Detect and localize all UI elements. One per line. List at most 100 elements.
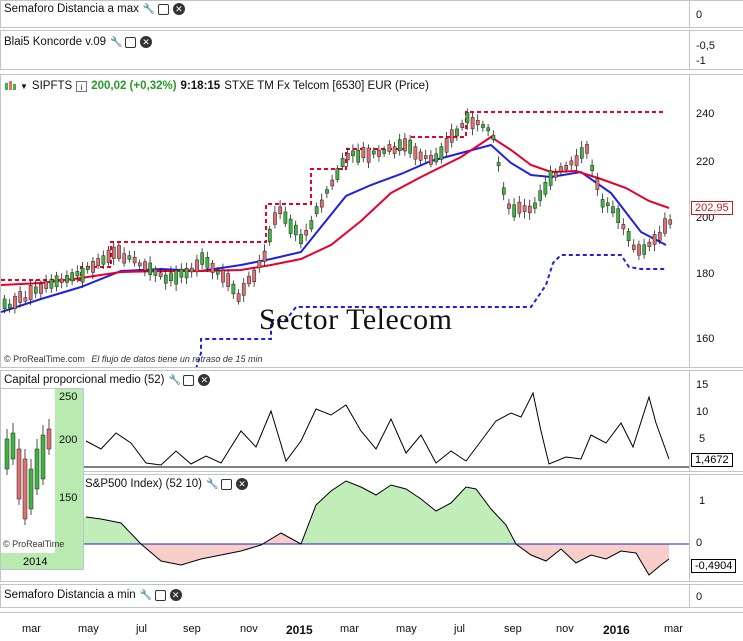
- candle-up: [397, 139, 402, 152]
- panel-semaforo-max: Semaforo Distancia a max 🔧 ✕: [0, 0, 690, 28]
- candle-down: [241, 283, 246, 296]
- panel-title-text: S&P500 Index) (52 10): [85, 478, 202, 490]
- wrench-icon[interactable]: 🔧: [139, 589, 153, 601]
- candle-down: [46, 428, 52, 450]
- candle-down: [262, 250, 267, 262]
- x-tick: nov: [556, 623, 574, 635]
- panel-title: Semaforo Distancia a max 🔧 ✕: [4, 3, 185, 15]
- candle-down: [663, 218, 667, 234]
- axis-semaforo-min: 0: [690, 584, 743, 608]
- candle-down: [444, 138, 449, 153]
- candle-up: [169, 272, 173, 282]
- candle-up: [54, 275, 59, 287]
- candle-up: [335, 168, 340, 180]
- axis-sp500: 1 0 -0,4904: [690, 474, 743, 582]
- candle-down: [403, 138, 407, 152]
- x-tick: nov: [240, 623, 258, 635]
- candle-up: [501, 187, 506, 195]
- window-icon[interactable]: [125, 36, 137, 48]
- candle-down: [361, 147, 366, 159]
- candle-down: [117, 245, 121, 259]
- candle-up: [127, 255, 132, 260]
- candle-up: [184, 268, 189, 279]
- panel-title: Blai5 Koncorde v.09 🔧 ✕: [4, 36, 153, 48]
- candle-down: [137, 262, 142, 267]
- candle-up: [590, 165, 595, 171]
- candle-up: [40, 434, 46, 480]
- candle-up: [543, 181, 548, 195]
- wrench-icon[interactable]: 🔧: [206, 478, 219, 490]
- candle-up: [205, 257, 210, 269]
- window-icon[interactable]: [183, 374, 195, 386]
- candle-down: [210, 262, 215, 273]
- axis-label: 0: [696, 591, 703, 603]
- candle-down: [28, 285, 33, 301]
- panel-title-text: Semaforo Distancia a min: [4, 589, 136, 601]
- inset-year-bar: 2014: [1, 553, 83, 569]
- panel-title: S&P500 Index) (52 10) 🔧 ✕: [85, 478, 248, 490]
- candle-down: [517, 201, 522, 214]
- candle-up: [538, 190, 543, 201]
- panel-semaforo-min: Semaforo Distancia a min 🔧 ✕: [0, 584, 690, 608]
- candle-down: [158, 272, 163, 277]
- x-tick: 2016: [603, 623, 630, 637]
- y-tick: 240: [696, 108, 715, 120]
- candle-down: [652, 234, 657, 245]
- dropdown-arrow-icon[interactable]: ▼: [20, 81, 28, 91]
- panel-title-text: Capital proporcional medio (52): [4, 374, 165, 386]
- y-tick: 250: [59, 391, 78, 403]
- candle-up: [491, 134, 496, 140]
- inset-copyright: © ProRealTime: [3, 539, 65, 549]
- candle-up: [28, 468, 34, 510]
- candle-down: [460, 123, 465, 128]
- wrench-icon[interactable]: 🔧: [110, 36, 123, 48]
- info-icon[interactable]: i: [76, 80, 88, 92]
- close-icon[interactable]: ✕: [236, 478, 248, 490]
- candle-up: [309, 220, 314, 230]
- close-icon[interactable]: ✕: [169, 589, 182, 601]
- candle-down: [195, 259, 199, 273]
- candle-down: [122, 253, 127, 264]
- candle-up: [283, 211, 288, 224]
- window-icon[interactable]: [157, 3, 169, 15]
- candle-down: [13, 295, 17, 309]
- inset-axis-bg: [55, 389, 83, 569]
- panel-blai5: Blai5 Koncorde v.09 🔧 ✕: [0, 30, 690, 70]
- candle-up: [356, 149, 361, 163]
- symbol[interactable]: SIPFTS: [31, 80, 73, 92]
- candle-up: [288, 218, 293, 234]
- candle-down: [304, 230, 309, 236]
- candle-up: [611, 206, 615, 214]
- candle-up: [512, 204, 517, 218]
- close-icon[interactable]: ✕: [172, 3, 185, 15]
- candle-up: [626, 231, 631, 242]
- panel-main-price: ▼ SIPFTS i 200,02 (+0,32%) 9:18:15 STXE …: [0, 74, 690, 368]
- y-tick: 150: [59, 492, 78, 504]
- candle-up: [351, 150, 355, 157]
- candle-down: [449, 129, 454, 143]
- candle-down: [574, 155, 579, 167]
- candle-down: [647, 241, 652, 247]
- window-icon[interactable]: [154, 589, 166, 601]
- candle-down: [507, 203, 511, 209]
- close-icon[interactable]: ✕: [140, 36, 153, 48]
- panel-title: Semaforo Distancia a min 🔧 ✕: [4, 589, 182, 601]
- quote-time: 9:18:15: [180, 80, 221, 92]
- x-axis: [0, 612, 743, 641]
- x-tick: jul: [454, 623, 466, 635]
- price-tag: 202,95: [691, 201, 733, 215]
- negative-area: [516, 544, 669, 575]
- panel-title: Capital proporcional medio (52) 🔧 ✕: [4, 374, 211, 386]
- wrench-icon[interactable]: 🔧: [168, 374, 181, 386]
- candle-up: [163, 274, 168, 284]
- candle-up: [340, 157, 345, 167]
- candle-up: [75, 271, 80, 277]
- candle-up: [439, 146, 444, 160]
- candle-down: [18, 291, 23, 303]
- candle-down: [247, 275, 251, 285]
- candle-up: [148, 262, 153, 276]
- close-icon[interactable]: ✕: [198, 374, 211, 386]
- wrench-icon[interactable]: 🔧: [142, 3, 156, 15]
- axis-semaforo-max: 0: [690, 0, 743, 28]
- window-icon[interactable]: [221, 478, 232, 490]
